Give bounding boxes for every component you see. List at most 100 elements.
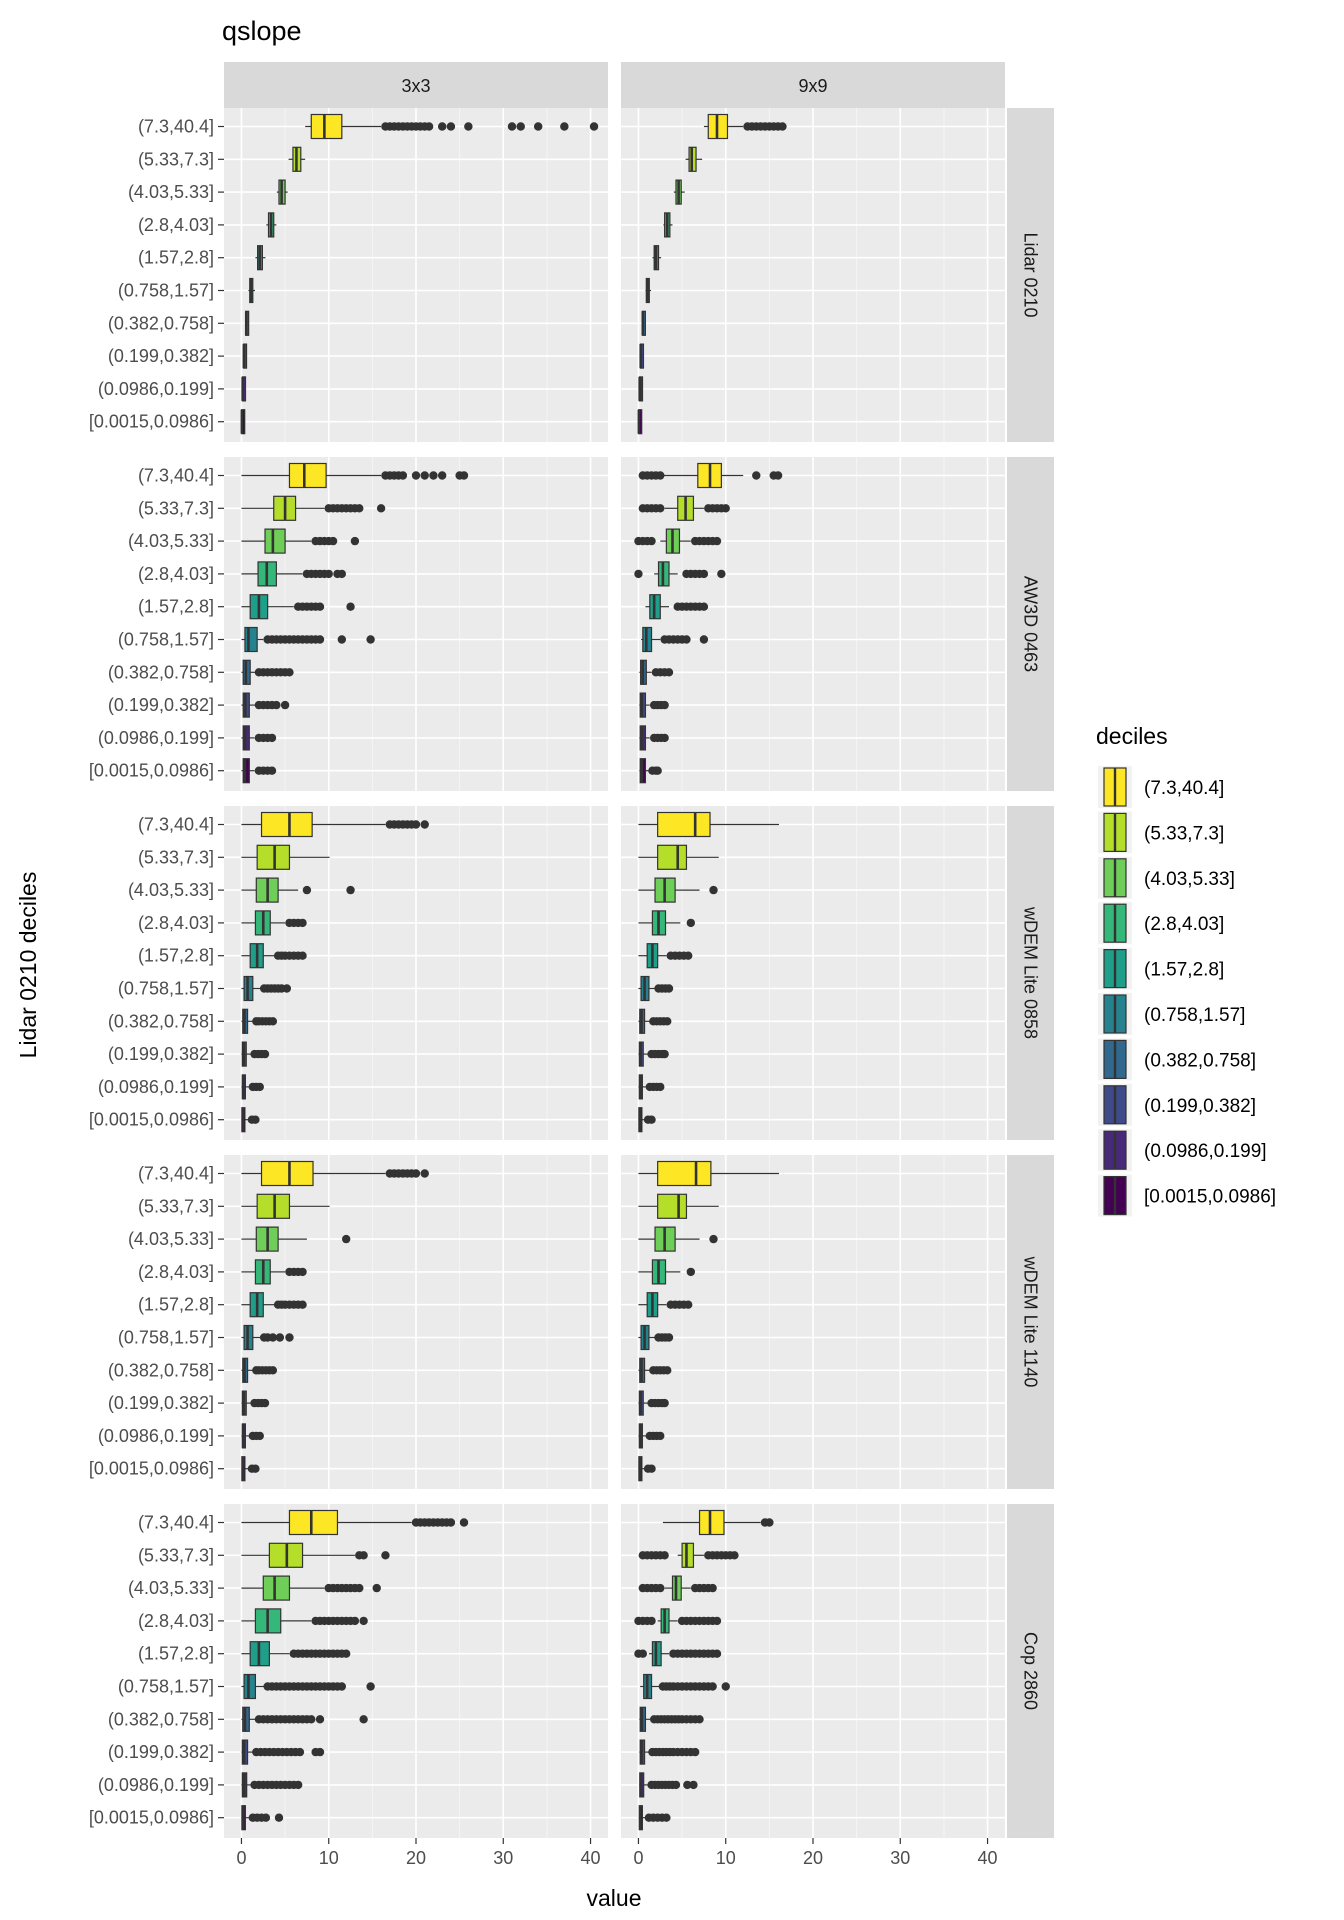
outlier-point — [684, 1300, 693, 1309]
x-tick-label: 0 — [633, 1848, 643, 1868]
box-0 — [638, 811, 779, 838]
box-iqr — [244, 626, 258, 653]
box-2 — [241, 877, 355, 903]
outlier-point — [689, 1780, 698, 1790]
box-4 — [241, 1292, 307, 1318]
y-tick-label: (7.3,40.4] — [138, 1513, 214, 1533]
legend-item: (0.0986,0.199] — [1098, 1129, 1267, 1172]
x-tick-label: 0 — [236, 1848, 246, 1868]
box-5 — [641, 626, 709, 653]
outlier-point — [298, 1267, 307, 1277]
outlier-point — [730, 1551, 739, 1560]
y-tick-label: (5.33,7.3] — [138, 498, 214, 518]
box-iqr — [310, 113, 343, 140]
box-7 — [638, 1041, 669, 1067]
box-7 — [242, 343, 248, 369]
legend-item: (4.03,5.33] — [1098, 856, 1235, 899]
outlier-point — [268, 1366, 278, 1375]
outlier-point — [664, 1333, 674, 1342]
box-8 — [639, 725, 669, 751]
outlier-point — [664, 984, 674, 993]
x-tick-label: 10 — [716, 1848, 736, 1868]
outlier-point — [285, 1333, 294, 1342]
box-8 — [241, 1772, 303, 1798]
y-tick-label: (5.33,7.3] — [138, 149, 214, 169]
outlier-point — [280, 700, 290, 710]
box-1 — [241, 844, 330, 870]
box-3 — [241, 561, 347, 587]
box-iqr — [657, 844, 688, 870]
box-1 — [638, 495, 730, 521]
box-iqr — [260, 1160, 314, 1187]
y-tick-label: (7.3,40.4] — [138, 815, 214, 835]
box-9 — [240, 409, 246, 435]
box-4 — [652, 245, 662, 271]
box-2 — [276, 179, 288, 205]
y-tick-label: (4.03,5.33] — [128, 1229, 214, 1249]
outlier-point — [656, 471, 665, 480]
y-tick-label: (1.57,2.8] — [138, 248, 214, 268]
outlier-point — [660, 700, 669, 710]
outlier-point — [690, 1747, 700, 1757]
y-tick-label: (0.199,0.382] — [108, 1393, 214, 1413]
outlier-point — [507, 122, 517, 131]
y-tick-label: (7.3,40.4] — [138, 466, 214, 486]
box-iqr — [657, 1160, 712, 1187]
legend-item-label: (0.382,0.758] — [1144, 1050, 1256, 1071]
box-4 — [645, 594, 709, 620]
outlier-point — [350, 1616, 360, 1626]
box-2 — [638, 1575, 717, 1601]
x-tick-label: 40 — [978, 1848, 998, 1868]
outlier-point — [647, 1115, 656, 1124]
box-1 — [241, 1193, 330, 1219]
outlier-point — [424, 122, 434, 131]
outlier-point — [634, 569, 643, 579]
y-tick-label: (0.382,0.758] — [108, 1360, 214, 1380]
box-iqr — [262, 1575, 291, 1601]
box-1 — [288, 146, 306, 172]
legend-item-label: (0.758,1.57] — [1144, 1005, 1245, 1026]
box-7 — [241, 1041, 270, 1067]
outlier-point — [699, 569, 709, 579]
outlier-point — [664, 668, 674, 677]
outlier-point — [298, 1300, 307, 1309]
box-4 — [634, 1641, 722, 1667]
y-tick-label: (2.8,4.03] — [138, 1611, 214, 1631]
outlier-point — [699, 635, 709, 644]
box-iqr — [242, 758, 250, 784]
outlier-point — [446, 122, 456, 131]
box-5 — [241, 626, 375, 653]
y-tick-label: [0.0015,0.0986] — [89, 412, 214, 432]
outlier-point — [686, 918, 696, 928]
outlier-point — [560, 122, 569, 131]
y-axis-title: Lidar 0210 deciles — [15, 872, 41, 1059]
box-8 — [638, 1423, 665, 1449]
y-tick-label: (0.382,0.758] — [108, 313, 214, 333]
box-iqr — [657, 1193, 688, 1219]
box-5 — [241, 1673, 375, 1700]
outlier-point — [324, 569, 333, 579]
row-strip-label: Cop 2860 — [1021, 1632, 1041, 1710]
box-7 — [639, 1739, 700, 1765]
y-tick-label: (0.199,0.382] — [108, 695, 214, 715]
box-iqr — [288, 1509, 339, 1536]
box-5 — [241, 975, 292, 1002]
outlier-point — [255, 1431, 264, 1441]
box-8 — [241, 376, 247, 402]
outlier-point — [267, 766, 277, 775]
column-strip-label: 3x3 — [401, 76, 430, 96]
box-0 — [241, 462, 469, 489]
outlier-point — [255, 1082, 264, 1092]
row-strip — [1007, 806, 1054, 1140]
box-3 — [266, 212, 277, 238]
outlier-point — [684, 951, 693, 960]
y-tick-label: (0.382,0.758] — [108, 1011, 214, 1031]
box-4 — [241, 594, 355, 620]
legend-item-label: (2.8,4.03] — [1144, 914, 1224, 935]
x-axis-title: value — [587, 1885, 642, 1911]
box-5 — [241, 1324, 294, 1351]
outlier-point — [653, 766, 662, 775]
outlier-point — [663, 1017, 672, 1026]
box-1 — [638, 1542, 739, 1568]
